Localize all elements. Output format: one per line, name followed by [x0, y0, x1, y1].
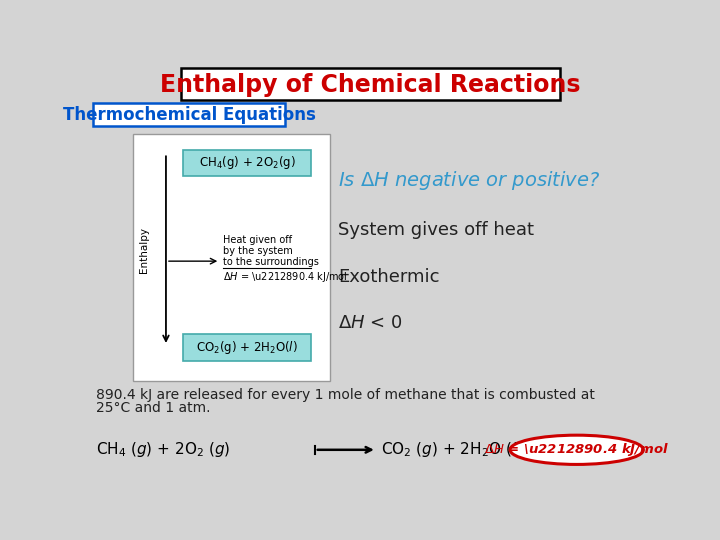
Text: CO$_2$(g) + 2H$_2$O($l$): CO$_2$(g) + 2H$_2$O($l$)	[196, 339, 298, 356]
Text: Enthalpy: Enthalpy	[139, 227, 149, 273]
Text: System gives off heat: System gives off heat	[338, 221, 534, 239]
FancyBboxPatch shape	[183, 334, 311, 361]
Text: Exothermic: Exothermic	[338, 267, 439, 286]
Text: 890.4 kJ are released for every 1 mole of methane that is combusted at: 890.4 kJ are released for every 1 mole o…	[96, 388, 595, 402]
FancyBboxPatch shape	[93, 103, 285, 126]
Text: Heat given off: Heat given off	[223, 235, 292, 245]
Text: $\Delta H$ = \u2212890.4 kJ/mol: $\Delta H$ = \u2212890.4 kJ/mol	[223, 269, 348, 284]
Text: Is $\Delta H$ negative or positive?: Is $\Delta H$ negative or positive?	[338, 169, 600, 192]
FancyBboxPatch shape	[183, 150, 311, 177]
Text: $\Delta H$ = \u2212890.4 kJ/mol: $\Delta H$ = \u2212890.4 kJ/mol	[484, 441, 670, 458]
FancyBboxPatch shape	[181, 68, 559, 100]
Text: $\Delta H$ < 0: $\Delta H$ < 0	[338, 314, 402, 332]
Ellipse shape	[510, 435, 644, 464]
Text: CO$_2$ ($g$) + 2H$_2$O ($l$): CO$_2$ ($g$) + 2H$_2$O ($l$)	[381, 440, 522, 460]
Text: Enthalpy of Chemical Reactions: Enthalpy of Chemical Reactions	[161, 73, 581, 97]
Text: 25°C and 1 atm.: 25°C and 1 atm.	[96, 401, 211, 415]
Text: CH$_4$(g) + 2O$_2$(g): CH$_4$(g) + 2O$_2$(g)	[199, 154, 295, 172]
Text: CH$_4$ ($g$) + 2O$_2$ ($g$): CH$_4$ ($g$) + 2O$_2$ ($g$)	[96, 440, 231, 460]
FancyBboxPatch shape	[132, 134, 330, 381]
Text: to the surroundings: to the surroundings	[223, 257, 319, 267]
Text: Thermochemical Equations: Thermochemical Equations	[63, 106, 315, 124]
Text: by the system: by the system	[223, 246, 293, 256]
